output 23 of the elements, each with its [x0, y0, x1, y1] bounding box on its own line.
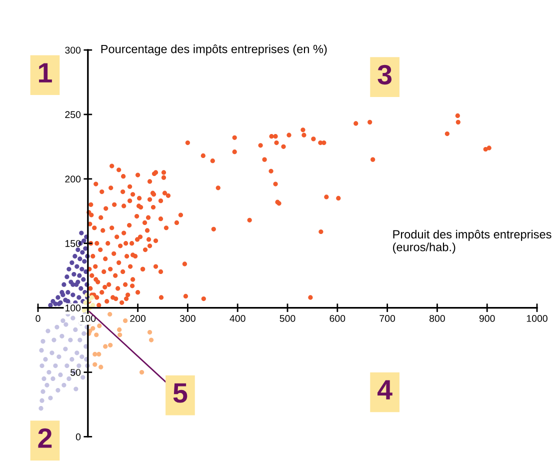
annotation: 4 — [378, 380, 392, 400]
y-tick-label: 300 — [65, 46, 81, 54]
x-tick-label: 700 — [380, 315, 396, 322]
y-tick-label: 100 — [65, 304, 81, 312]
y-axis-title: Pourcentage des impôts entreprises (en %) — [101, 44, 327, 56]
y-tick-label: 250 — [65, 111, 81, 118]
x-tick-label: 0 — [36, 315, 40, 322]
x-tick-label: 900 — [479, 315, 495, 322]
y-tick-label: 200 — [65, 176, 81, 183]
annotation: 2 — [38, 428, 52, 448]
x-axis-title: Produit des impôts entreprises (euros/hab.) — [393, 230, 552, 254]
y-tick-label: 50 — [70, 368, 81, 376]
x-tick-label: 600 — [330, 315, 346, 322]
annotation: 3 — [378, 64, 392, 85]
annotation: 5 — [173, 383, 188, 403]
x-tick-label: 200 — [130, 315, 146, 322]
x-tick-label: 1000 — [526, 315, 548, 322]
annotation: 1 — [39, 63, 52, 82]
x-tick-label: 500 — [280, 315, 296, 322]
x-tick-label: 300 — [180, 315, 196, 322]
y-tick-label: 0 — [76, 433, 81, 440]
x-tick-label: 400 — [230, 315, 246, 322]
x-tick-label: 800 — [430, 315, 445, 322]
